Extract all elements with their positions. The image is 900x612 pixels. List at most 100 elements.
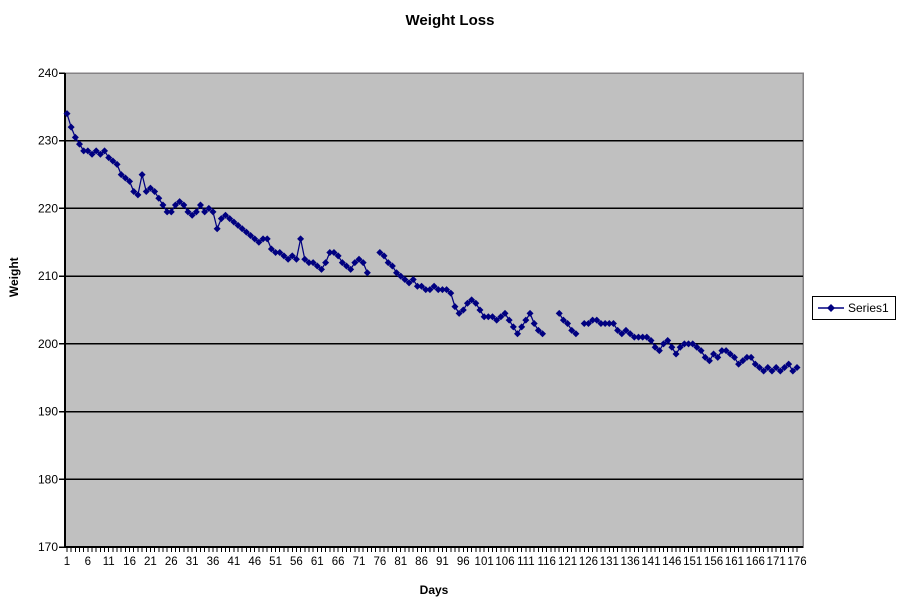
data-point-marker	[359, 259, 367, 267]
data-point-marker	[564, 320, 572, 328]
data-point-marker	[685, 340, 693, 348]
data-point-marker	[589, 316, 597, 324]
data-point-marker	[351, 259, 359, 267]
data-point-marker	[514, 330, 522, 338]
data-point-marker	[142, 188, 150, 195]
data-point-marker	[92, 147, 100, 155]
data-point-marker	[743, 353, 751, 361]
data-point-marker	[288, 252, 296, 260]
data-point-marker	[305, 259, 313, 267]
data-point-marker	[480, 313, 488, 321]
data-point-marker	[455, 309, 463, 317]
x-tick-label: 156	[704, 556, 723, 568]
data-point-marker	[655, 347, 663, 355]
x-tick-label: 76	[373, 556, 386, 568]
data-point-marker	[530, 320, 538, 328]
x-axis-title: Days	[419, 583, 449, 597]
data-point-marker	[676, 343, 684, 351]
data-point-marker	[488, 313, 496, 321]
legend-marker-icon	[818, 304, 844, 312]
data-point-marker	[388, 262, 396, 270]
data-point-marker	[601, 320, 609, 328]
data-point-marker	[121, 174, 129, 182]
data-point-marker	[693, 343, 701, 351]
data-point-marker	[609, 320, 617, 328]
data-point-marker	[376, 248, 384, 256]
data-point-marker	[317, 265, 325, 273]
data-point-marker	[67, 123, 75, 131]
x-tick-label: 106	[495, 556, 514, 568]
data-point-marker	[509, 323, 517, 331]
data-point-marker	[422, 286, 430, 294]
data-point-marker	[217, 215, 225, 223]
data-point-marker	[313, 262, 321, 270]
data-point-marker	[447, 289, 455, 297]
legend: Series1	[812, 296, 896, 320]
data-point-marker	[80, 147, 88, 155]
x-tick-label: 26	[165, 556, 178, 568]
data-point-marker	[764, 364, 772, 372]
data-point-marker	[701, 353, 709, 361]
data-point-marker	[672, 350, 680, 358]
data-point-marker	[401, 276, 409, 284]
data-point-marker	[334, 252, 342, 260]
data-point-marker	[397, 272, 405, 280]
x-tick-label: 41	[227, 556, 240, 568]
y-tick-label: 220	[38, 201, 58, 215]
data-point-marker	[267, 245, 275, 253]
x-tick-label: 161	[725, 556, 744, 568]
data-point-marker	[584, 320, 592, 328]
data-point-marker	[192, 208, 200, 216]
data-point-marker	[680, 340, 688, 348]
data-point-marker	[647, 336, 655, 344]
data-point-marker	[213, 225, 221, 233]
data-point-marker	[284, 255, 292, 263]
data-point-marker	[768, 367, 776, 375]
data-point-marker	[205, 204, 213, 212]
data-point-marker	[222, 211, 230, 219]
data-point-marker	[188, 211, 196, 219]
data-point-marker	[255, 238, 263, 246]
data-point-marker	[105, 154, 113, 162]
x-tick-label: 16	[123, 556, 136, 568]
x-tick-label: 36	[207, 556, 220, 568]
data-point-marker	[618, 330, 626, 338]
data-point-marker	[130, 188, 138, 195]
data-point-marker	[76, 140, 84, 148]
data-point-marker	[780, 364, 788, 372]
data-point-marker	[176, 198, 184, 206]
data-point-marker	[484, 313, 492, 321]
y-tick-label: 180	[38, 472, 58, 486]
data-point-marker	[518, 323, 526, 331]
data-point-marker	[472, 299, 480, 307]
x-tick-label: 81	[394, 556, 407, 568]
data-point-marker	[113, 160, 121, 168]
data-point-marker	[755, 364, 763, 372]
data-point-marker	[338, 259, 346, 267]
data-point-marker	[209, 208, 217, 216]
data-point-marker	[301, 255, 309, 263]
data-point-marker	[497, 313, 505, 321]
data-point-marker	[297, 235, 305, 243]
data-point-marker	[772, 364, 780, 372]
data-point-marker	[501, 309, 509, 317]
data-point-marker	[639, 333, 647, 341]
chart-title: Weight Loss	[405, 12, 495, 29]
plot-area	[64, 72, 804, 548]
x-tick-label: 21	[144, 556, 157, 568]
x-tick-label: 31	[186, 556, 199, 568]
data-point-marker	[634, 333, 642, 341]
data-point-marker	[109, 157, 117, 165]
data-point-marker	[705, 357, 713, 365]
data-point-marker	[342, 262, 350, 270]
data-point-marker	[789, 367, 797, 375]
y-tick-label: 210	[38, 269, 58, 283]
y-ticks	[59, 72, 65, 548]
x-tick-label: 51	[269, 556, 282, 568]
data-point-marker	[526, 309, 534, 317]
data-point-marker	[101, 147, 109, 155]
data-point-marker	[272, 248, 280, 256]
data-point-marker	[393, 269, 401, 277]
